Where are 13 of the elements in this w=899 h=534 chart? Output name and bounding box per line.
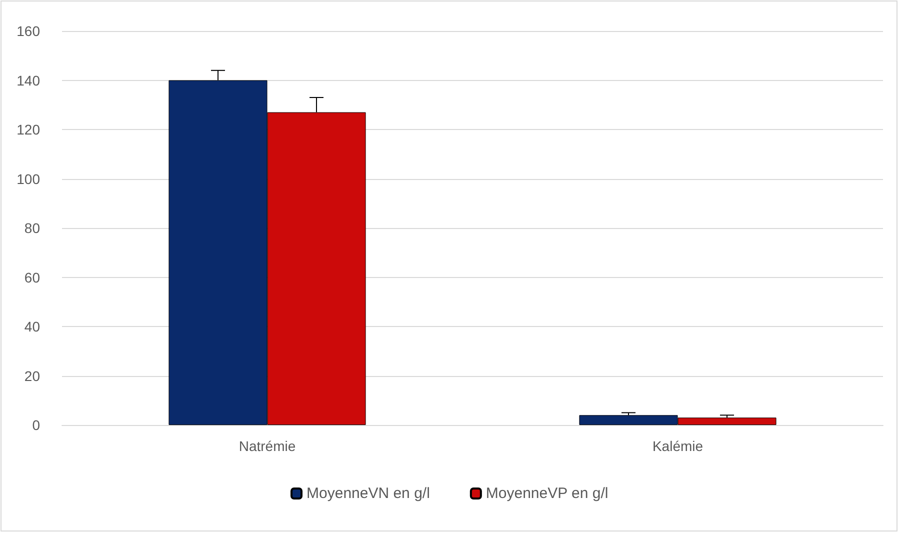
y-tick-label: 160 bbox=[16, 23, 40, 39]
y-tick-label: 140 bbox=[16, 72, 40, 88]
y-tick-label: 100 bbox=[16, 170, 40, 187]
y-tick-label: 0 bbox=[32, 417, 40, 433]
x-tick-label: Natrémie bbox=[238, 438, 296, 454]
legend-label: MoyenneVN en g/l bbox=[306, 485, 430, 502]
y-tick-label: 20 bbox=[24, 368, 40, 384]
y-tick-label: 60 bbox=[24, 269, 40, 286]
y-tick-label: 40 bbox=[24, 318, 40, 334]
y-tick-label: 80 bbox=[24, 220, 40, 236]
x-tick-label: Kalémie bbox=[652, 438, 704, 454]
legend-label: MoyenneVP en g/l bbox=[486, 485, 608, 502]
y-tick-label: 120 bbox=[16, 122, 40, 138]
